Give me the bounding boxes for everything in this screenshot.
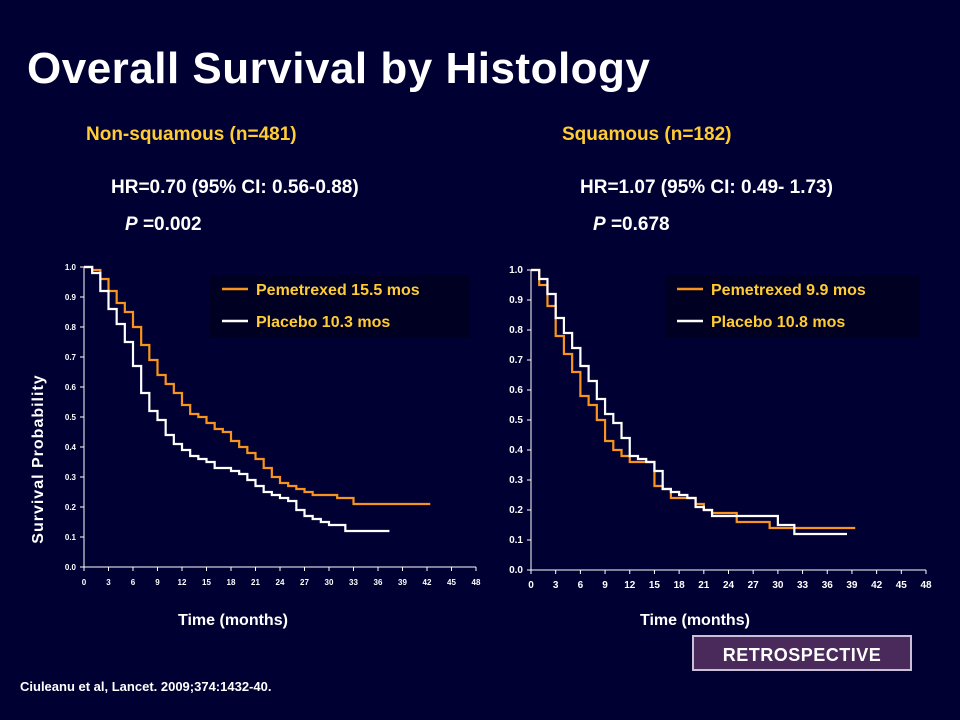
x-tick-label: 9 [155, 578, 160, 587]
x-tick-label: 15 [202, 578, 211, 587]
y-tick-label: 0.4 [65, 443, 77, 452]
p-value-text: =0.678 [605, 214, 670, 235]
x-axis-label-right: Time (months) [640, 612, 750, 629]
x-tick-label: 6 [578, 580, 584, 591]
x-tick-label: 18 [674, 580, 686, 591]
x-tick-label: 42 [871, 580, 883, 591]
legend-entry: Pemetrexed 15.5 mos [256, 282, 420, 299]
x-tick-label: 39 [846, 580, 858, 591]
p-value-squamous: P =0.678 [593, 214, 670, 236]
x-tick-label: 21 [698, 580, 710, 591]
y-tick-label: 0.3 [509, 475, 523, 486]
x-tick-label: 30 [325, 578, 334, 587]
x-tick-label: 27 [300, 578, 309, 587]
hazard-ratio-nonsquamous: HR=0.70 (95% CI: 0.56-0.88) [111, 177, 359, 198]
x-tick-label: 39 [398, 578, 407, 587]
y-tick-label: 0.9 [509, 295, 523, 306]
survival-curve-pemetrexed [84, 265, 431, 506]
hazard-ratio-squamous: HR=1.07 (95% CI: 0.49- 1.73) [580, 177, 833, 198]
p-value-nonsquamous: P =0.002 [125, 214, 202, 236]
x-tick-label: 42 [423, 578, 432, 587]
survival-curve-placebo [84, 265, 390, 533]
x-tick-label: 30 [772, 580, 784, 591]
y-tick-label: 0.8 [65, 323, 77, 332]
y-tick-label: 0.4 [509, 445, 523, 456]
retrospective-badge: RETROSPECTIVE [692, 635, 912, 671]
legend-box [210, 275, 470, 337]
p-label: P [125, 214, 138, 235]
x-tick-label: 45 [896, 580, 908, 591]
y-tick-label: 0.0 [65, 563, 77, 572]
x-tick-label: 9 [602, 580, 608, 591]
y-tick-label: 0.2 [65, 503, 77, 512]
y-tick-label: 0.6 [65, 383, 77, 392]
y-tick-label: 0.6 [509, 385, 523, 396]
x-tick-label: 3 [106, 578, 111, 587]
x-tick-label: 12 [178, 578, 187, 587]
x-tick-label: 33 [349, 578, 358, 587]
x-tick-label: 0 [528, 580, 534, 591]
x-tick-label: 36 [374, 578, 383, 587]
x-tick-label: 24 [723, 580, 735, 591]
x-tick-label: 21 [251, 578, 260, 587]
y-tick-label: 0.5 [509, 415, 523, 426]
y-tick-label: 0.5 [65, 413, 77, 422]
x-tick-label: 36 [822, 580, 834, 591]
x-tick-label: 48 [920, 580, 932, 591]
y-tick-label: 0.3 [65, 473, 77, 482]
p-label: P [593, 214, 606, 235]
panel-title-squamous: Squamous (n=182) [562, 124, 732, 145]
y-tick-label: 0.1 [509, 535, 523, 546]
x-tick-label: 24 [276, 578, 285, 587]
y-tick-label: 0.7 [65, 353, 77, 362]
y-tick-label: 0.2 [509, 505, 523, 516]
survival-curve-placebo [531, 268, 847, 536]
panel-title-nonsquamous: Non-squamous (n=481) [86, 124, 297, 145]
x-tick-label: 6 [131, 578, 136, 587]
legend-entry: Pemetrexed 9.9 mos [711, 282, 866, 299]
y-tick-label: 0.0 [509, 565, 523, 576]
legend-entry: Placebo 10.3 mos [256, 314, 390, 331]
x-tick-label: 33 [797, 580, 809, 591]
y-tick-label: 0.1 [65, 533, 77, 542]
x-axis-label-left: Time (months) [178, 612, 288, 629]
x-tick-label: 27 [748, 580, 760, 591]
p-value-text: =0.002 [137, 214, 202, 235]
y-tick-label: 0.7 [509, 355, 523, 366]
y-tick-label: 1.0 [65, 263, 77, 272]
x-tick-label: 45 [447, 578, 456, 587]
x-tick-label: 0 [82, 578, 87, 587]
slide-title: Overall Survival by Histology [27, 44, 651, 93]
y-tick-label: 1.0 [509, 265, 523, 276]
y-tick-label: 0.9 [65, 293, 77, 302]
x-tick-label: 18 [227, 578, 236, 587]
x-tick-label: 15 [649, 580, 661, 591]
legend-entry: Placebo 10.8 mos [711, 314, 845, 331]
x-tick-label: 12 [624, 580, 636, 591]
x-tick-label: 3 [553, 580, 559, 591]
citation: Ciuleanu et al, Lancet. 2009;374:1432-40… [20, 679, 272, 694]
x-tick-label: 48 [472, 578, 481, 587]
legend-box [665, 275, 920, 337]
y-tick-label: 0.8 [509, 325, 523, 336]
